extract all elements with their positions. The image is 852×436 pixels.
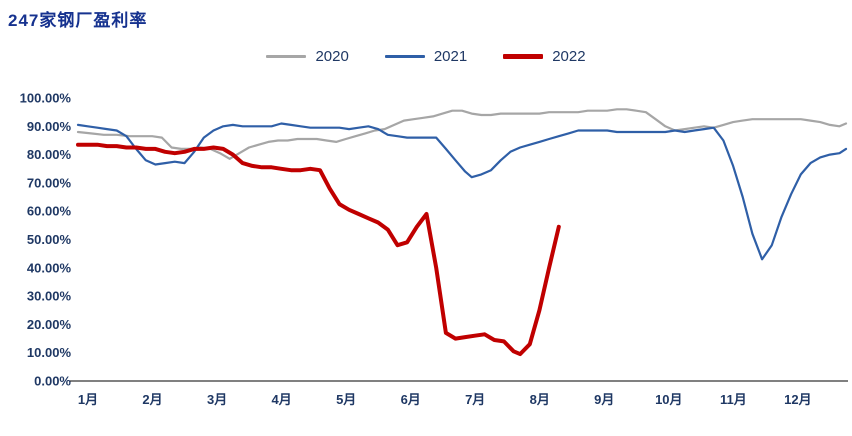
y-axis-tick-label: 100.00% <box>20 91 72 106</box>
x-axis-tick-label: 2月 <box>142 392 162 407</box>
x-axis-tick-label: 8月 <box>530 392 550 407</box>
series-line-2022 <box>76 142 561 357</box>
legend-swatch-2022 <box>503 54 544 59</box>
y-axis-tick-label: 30.00% <box>27 289 72 304</box>
y-axis-tick-label: 60.00% <box>27 204 72 219</box>
x-axis-tick-label: 5月 <box>336 392 356 407</box>
x-axis-tick-label: 6月 <box>401 392 421 407</box>
x-axis-tick-label: 1月 <box>78 392 98 407</box>
x-axis-tick-label: 10月 <box>655 392 682 407</box>
legend-label-2020: 2020 <box>315 48 349 65</box>
y-axis-tick-label: 50.00% <box>27 232 72 247</box>
x-axis-tick-label: 11月 <box>720 392 747 407</box>
legend: 2020 2021 2022 <box>0 48 852 65</box>
legend-label-2022: 2022 <box>552 48 586 65</box>
y-axis-tick-label: 80.00% <box>27 147 72 162</box>
x-axis-tick-label: 12月 <box>784 392 811 407</box>
x-axis-tick-label: 4月 <box>271 392 291 407</box>
legend-item-2022: 2022 <box>503 48 586 65</box>
y-axis-tick-label: 40.00% <box>27 260 72 275</box>
y-axis-tick-label: 70.00% <box>27 175 72 190</box>
legend-item-2020: 2020 <box>266 48 349 65</box>
y-axis-tick-label: 0.00% <box>34 374 71 389</box>
series-line-2020 <box>76 108 848 160</box>
legend-item-2021: 2021 <box>384 48 468 65</box>
series-line-2021 <box>76 122 848 261</box>
x-axis-tick-label: 3月 <box>207 392 227 407</box>
y-axis-tick-label: 90.00% <box>27 119 72 134</box>
legend-label-2021: 2021 <box>433 48 468 65</box>
legend-swatch-2020 <box>266 55 307 58</box>
x-axis-tick-label: 9月 <box>594 392 614 407</box>
y-axis-tick-label: 10.00% <box>27 345 72 360</box>
y-axis-tick-label: 20.00% <box>27 317 72 332</box>
x-axis-tick-label: 7月 <box>465 392 485 407</box>
chart-title: 247家钢厂盈利率 <box>8 11 148 30</box>
legend-swatch-2021 <box>384 55 425 58</box>
